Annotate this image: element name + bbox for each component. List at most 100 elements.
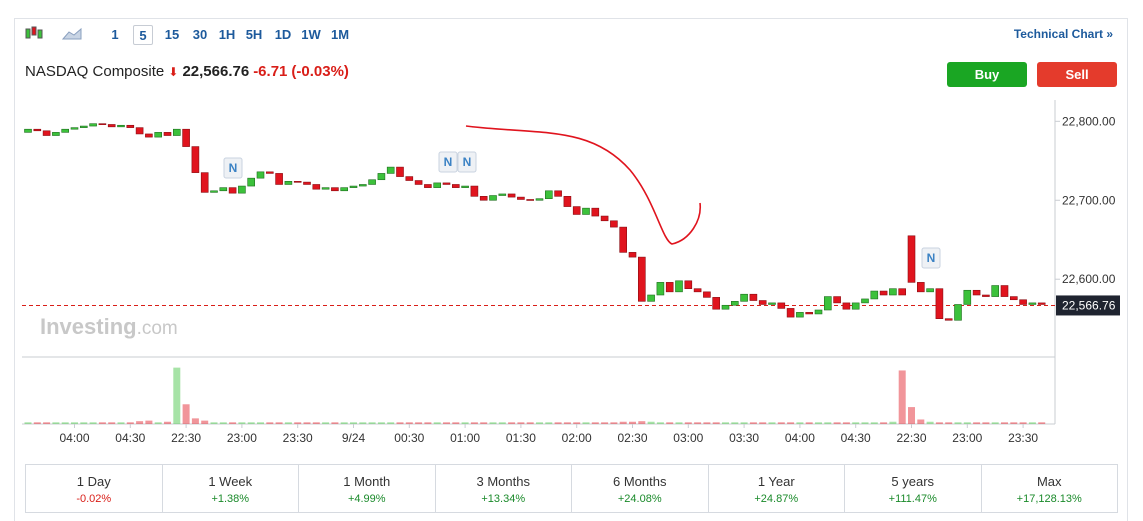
news-marker: N [927, 251, 936, 265]
interval-button[interactable]: 1 [111, 27, 119, 42]
candle-body [256, 171, 265, 179]
change-percent: (-0.03%) [291, 63, 349, 80]
interval-button[interactable]: 5 [133, 25, 153, 45]
interval-button[interactable]: 30 [192, 27, 208, 42]
volume-bar [229, 422, 237, 424]
volume-bar [917, 419, 925, 424]
candle-body [693, 288, 702, 293]
x-tick-label: 04:30 [115, 431, 145, 445]
performance-cell[interactable]: 1 Week +1.38% [161, 465, 299, 512]
period-label: 5 years [891, 474, 935, 489]
volume-bar [340, 422, 348, 424]
interval-button[interactable]: 1M [330, 27, 350, 42]
volume-bar [452, 422, 460, 424]
volume-bar [582, 422, 590, 424]
volume-bar [480, 422, 488, 424]
interval-button[interactable]: 15 [164, 27, 180, 42]
candle-body [461, 185, 469, 188]
performance-cell[interactable]: Max +17,128.13% [980, 465, 1118, 512]
candle-body [275, 173, 283, 185]
performance-cell[interactable]: 5 years +111.47% [844, 465, 981, 512]
performance-cell[interactable]: 3 Months +13.34% [434, 465, 572, 512]
buy-button[interactable]: Buy [947, 62, 1027, 87]
period-change: +4.99% [347, 493, 386, 505]
volume-bar [322, 422, 330, 424]
watermark: Investing.com [40, 314, 178, 339]
candle-body [145, 133, 153, 138]
x-tick-label: 03:00 [673, 431, 703, 445]
candle-body [107, 124, 116, 128]
volume-bar [722, 422, 729, 424]
volume-bar [629, 421, 636, 424]
candle-icon[interactable] [19, 19, 59, 49]
volume-bar [759, 422, 767, 424]
y-tick-label: 22,600.00 [1062, 272, 1116, 286]
performance-cell[interactable]: 1 Day -0.02% [26, 465, 162, 512]
volume-bar [415, 422, 423, 424]
candle-body [238, 185, 246, 194]
technical-chart-link[interactable]: Technical Chart » [1013, 27, 1113, 41]
news-marker-box [438, 151, 458, 173]
volume-bar [545, 422, 553, 424]
volume-bar [154, 422, 162, 424]
candle-body [182, 128, 190, 147]
interval-button[interactable]: 1D [274, 27, 292, 42]
candle-body [563, 196, 572, 207]
candle-body [396, 166, 404, 177]
candle-body [219, 187, 228, 192]
volume-bar [136, 421, 144, 424]
volume-bar [982, 422, 990, 424]
sell-button[interactable]: Sell [1037, 62, 1117, 87]
period-label: 6 Months [613, 474, 667, 489]
volume-bar [861, 422, 869, 424]
candle-body [228, 187, 237, 194]
volume-bar [898, 370, 906, 424]
volume-bar [1028, 422, 1036, 424]
x-tick-label: 04:30 [841, 431, 871, 445]
x-tick-label: 23:30 [283, 431, 313, 445]
interval-button[interactable]: 5H [245, 27, 263, 42]
candle-body [703, 291, 711, 298]
volume-bar [554, 422, 562, 424]
down-arrow: ⬇ [168, 65, 179, 79]
news-marker-box [223, 157, 243, 179]
volume-bar [266, 422, 274, 424]
candle-body [526, 199, 535, 201]
candle-body [470, 185, 479, 197]
x-tick-label: 02:00 [562, 431, 592, 445]
volume-bar [43, 422, 51, 424]
candle-body [386, 166, 395, 174]
volume-bar [656, 422, 664, 424]
candle-body [805, 312, 814, 315]
performance-cell[interactable]: 1 Month +4.99% [298, 465, 435, 512]
area-icon[interactable] [59, 19, 89, 49]
candle-body [1028, 302, 1037, 305]
candle-body [684, 280, 693, 289]
volume-bar [991, 422, 999, 424]
candle-body [442, 182, 451, 185]
performance-cell[interactable]: 6 Months +24.08% [571, 465, 708, 512]
interval-button[interactable]: 1W [301, 27, 321, 42]
candle-body [823, 296, 832, 311]
volume-bar [601, 422, 609, 424]
interval-button[interactable]: 1H [218, 27, 236, 42]
volume-bar [424, 422, 432, 424]
volume-bar [498, 422, 506, 424]
x-tick-label: 04:00 [785, 431, 815, 445]
candle-body [424, 184, 432, 188]
volume-bar [647, 421, 655, 424]
performance-cell[interactable]: 1 Year +24.87% [707, 465, 845, 512]
volume-bar [164, 421, 171, 424]
volume-bar [731, 422, 739, 424]
volume-bar [805, 422, 813, 424]
candle-body [758, 300, 767, 305]
candle-body [70, 127, 79, 130]
period-change: +13.34% [481, 493, 526, 505]
news-marker: N [229, 161, 238, 175]
volume-bar [98, 422, 106, 424]
candle-body [210, 190, 218, 193]
volume-bar [182, 404, 190, 424]
candle-body [377, 173, 386, 181]
